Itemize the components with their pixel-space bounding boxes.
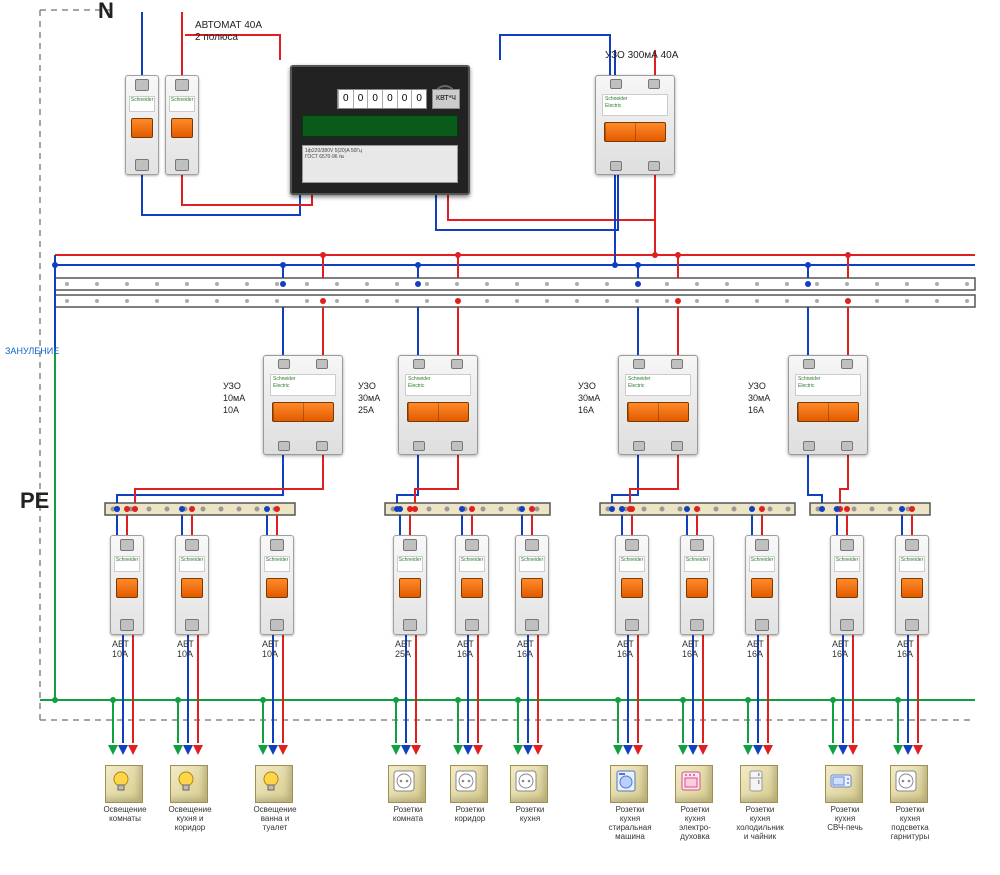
breaker-label-6: АВТ 16A xyxy=(617,639,634,659)
breaker-0: Schneider xyxy=(110,535,144,635)
breaker-4: Schneider xyxy=(455,535,489,635)
rcd-label-0: УЗО 10мА 10A xyxy=(223,380,245,416)
load-label-5: Розетки кухня xyxy=(502,805,558,823)
breaker-label-9: АВТ 16A xyxy=(832,639,849,659)
breaker-5: Schneider xyxy=(515,535,549,635)
breaker-6: Schneider xyxy=(615,535,649,635)
load-tile-10 xyxy=(890,765,928,803)
load-tile-1 xyxy=(170,765,208,803)
breaker-8: Schneider xyxy=(745,535,779,635)
load-tile-5 xyxy=(510,765,548,803)
load-label-1: Освещение кухня и коридор xyxy=(162,805,218,832)
breaker-label-7: АВТ 16A xyxy=(682,639,699,659)
rcd-1: SchneiderElectric xyxy=(398,355,478,455)
load-label-7: Розетки кухня электро- духовка xyxy=(667,805,723,841)
main-breaker-0: Schneider xyxy=(125,75,159,175)
neutral-label: N xyxy=(98,5,114,17)
rcd-3: SchneiderElectric xyxy=(788,355,868,455)
rcd-label-3: УЗО 30мА 16A xyxy=(748,380,770,416)
breaker-label-8: АВТ 16A xyxy=(747,639,764,659)
rcd-label-1: УЗО 30мА 25A xyxy=(358,380,380,416)
load-label-4: Розетки коридор xyxy=(442,805,498,823)
breaker-1: Schneider xyxy=(175,535,209,635)
breaker-7: Schneider xyxy=(680,535,714,635)
load-label-3: Розетки комната xyxy=(380,805,436,823)
load-tile-6 xyxy=(610,765,648,803)
load-tile-3 xyxy=(388,765,426,803)
main-breaker-1: Schneider xyxy=(165,75,199,175)
breaker-label-5: АВТ 16A xyxy=(517,639,534,659)
breaker-label-4: АВТ 16A xyxy=(457,639,474,659)
zanulenie-label: ЗАНУЛЕНИЕ xyxy=(5,345,59,357)
energy-meter: 0 0 0 0 0 0 КВТ*Ч 1ф220/380V 5(20)A 50Гц… xyxy=(290,65,470,195)
load-tile-0 xyxy=(105,765,143,803)
main-breaker-label: АВТОМАТ 40А 2 полюса xyxy=(195,20,262,44)
breaker-label-1: АВТ 10A xyxy=(177,639,194,659)
load-label-0: Освещение комнаты xyxy=(97,805,153,823)
rcd-label-2: УЗО 30мА 16A xyxy=(578,380,600,416)
load-tile-9 xyxy=(825,765,863,803)
breaker-label-2: АВТ 10A xyxy=(262,639,279,659)
rcd-2: SchneiderElectric xyxy=(618,355,698,455)
load-label-8: Розетки кухня холодильник и чайник xyxy=(732,805,788,841)
breaker-label-10: АВТ 16A xyxy=(897,639,914,659)
meter-pcb xyxy=(302,115,458,137)
breaker-2: Schneider xyxy=(260,535,294,635)
load-tile-4 xyxy=(450,765,488,803)
load-label-2: Освещение ванна и туалет xyxy=(247,805,303,832)
load-tile-7 xyxy=(675,765,713,803)
breaker-label-3: АВТ 25A xyxy=(395,639,412,659)
pe-label: PE xyxy=(20,495,49,507)
breaker-label-0: АВТ 10A xyxy=(112,639,129,659)
load-tile-2 xyxy=(255,765,293,803)
breaker-3: Schneider xyxy=(393,535,427,635)
breaker-9: Schneider xyxy=(830,535,864,635)
main-rcd: SchneiderElectric xyxy=(595,75,675,175)
meter-display: 0 0 0 0 0 0 xyxy=(337,89,427,109)
rcd-0: SchneiderElectric xyxy=(263,355,343,455)
load-label-10: Розетки кухня подсветка гарнитуры xyxy=(882,805,938,841)
load-label-6: Розетки кухня стиральная машина xyxy=(602,805,658,841)
electrical-diagram: N PE ЗАНУЛЕНИЕ АВТОМАТ 40А 2 полюса УЗО … xyxy=(0,0,1000,875)
breaker-10: Schneider xyxy=(895,535,929,635)
main-rcd-label: УЗО 300мА 40A xyxy=(605,50,678,62)
load-label-9: Розетки кухня СВЧ-печь xyxy=(817,805,873,832)
meter-plate: 1ф220/380V 5(20)A 50Гц ГОСТ 6570-96 № xyxy=(302,145,458,183)
meter-unit: КВТ*Ч xyxy=(432,89,460,109)
load-tile-8 xyxy=(740,765,778,803)
